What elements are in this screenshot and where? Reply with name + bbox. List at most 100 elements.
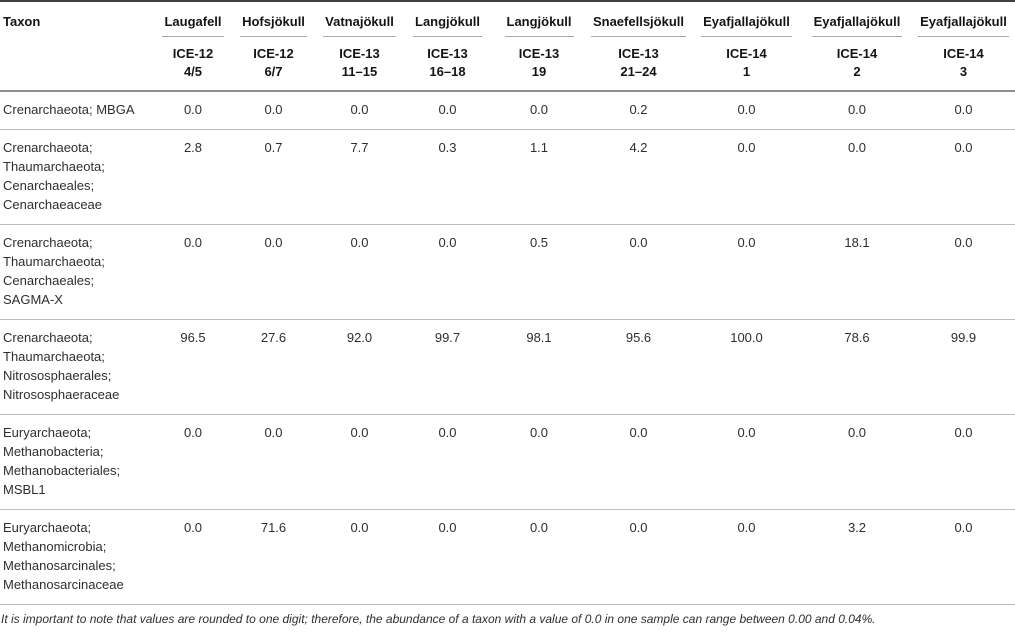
- table-row: Euryarchaeota; Methanobacteria; Methanob…: [0, 414, 1015, 510]
- sample-number: 2: [853, 64, 861, 79]
- site-name: Langjökull: [492, 14, 586, 37]
- value-cell: 0.0: [231, 224, 316, 320]
- sample-number: 3: [959, 64, 968, 79]
- site-name: Laugafell: [155, 14, 231, 37]
- table-row: Euryarchaeota; Methanomicrobia; Methanos…: [0, 509, 1015, 605]
- sample-number: 11–15: [341, 64, 378, 79]
- sample-number: 19: [531, 64, 547, 79]
- sample-number: 4/5: [183, 64, 203, 79]
- value-cell: 0.7: [231, 129, 316, 225]
- value-cell: 0.0: [912, 129, 1015, 225]
- column-header-taxon: Taxon: [0, 1, 155, 92]
- value-cell: 0.0: [586, 509, 691, 605]
- value-cell: 0.0: [155, 509, 231, 605]
- table-row: Crenarchaeota; Thaumarchaeota; Cenarchae…: [0, 129, 1015, 225]
- value-cell: 0.0: [403, 91, 492, 130]
- value-cell: 0.0: [691, 414, 802, 510]
- value-cell: 92.0: [316, 319, 403, 415]
- value-cell: 96.5: [155, 319, 231, 415]
- value-cell: 0.0: [691, 91, 802, 130]
- sample-id: ICE-14: [943, 46, 984, 61]
- value-cell: 0.2: [586, 91, 691, 130]
- value-cell: 0.0: [492, 91, 586, 130]
- value-cell: 0.0: [403, 509, 492, 605]
- sample-number: 21–24: [620, 64, 657, 79]
- sample-id: ICE-13: [339, 46, 380, 61]
- sample-id: ICE-13: [518, 46, 560, 61]
- value-cell: 0.0: [316, 91, 403, 130]
- value-cell: 0.0: [316, 509, 403, 605]
- taxon-cell: Euryarchaeota; Methanobacteria; Methanob…: [0, 414, 155, 510]
- value-cell: 0.0: [912, 509, 1015, 605]
- site-column-header: Snaefellsjökull ICE-13 21–24: [586, 1, 691, 92]
- table-row: Crenarchaeota; MBGA 0.0 0.0 0.0 0.0 0.0 0.2 0.0…: [0, 91, 1015, 130]
- abundance-table: Taxon Laugafell ICE-12 4/5 Hofsjökull ICE-12…: [0, 0, 1015, 605]
- value-cell: 0.0: [231, 414, 316, 510]
- value-cell: 0.0: [403, 224, 492, 320]
- value-cell: 0.0: [231, 91, 316, 130]
- table-row: Crenarchaeota; Thaumarchaeota; Cenarchae…: [0, 224, 1015, 320]
- sample-id: ICE-12: [172, 46, 214, 61]
- value-cell: 98.1: [492, 319, 586, 415]
- value-cell: 95.6: [586, 319, 691, 415]
- site-name: Vatnajökull: [316, 14, 403, 37]
- value-cell: 0.0: [912, 224, 1015, 320]
- value-cell: 0.0: [155, 414, 231, 510]
- value-cell: 18.1: [802, 224, 912, 320]
- value-cell: 78.6: [802, 319, 912, 415]
- sample-id: ICE-12: [253, 46, 294, 61]
- value-cell: 0.0: [691, 224, 802, 320]
- value-cell: 0.3: [403, 129, 492, 225]
- table-row: Crenarchaeota; Thaumarchaeota; Nitrososp…: [0, 319, 1015, 415]
- site-column-header: Eyafjallajökull ICE-14 3: [912, 1, 1015, 92]
- value-cell: 99.7: [403, 319, 492, 415]
- sample-id: ICE-13: [427, 46, 468, 61]
- site-name: Eyafjallajökull: [802, 14, 912, 37]
- value-cell: 0.0: [155, 224, 231, 320]
- site-column-header: Langjökull ICE-13 16–18: [403, 1, 492, 92]
- value-cell: 0.0: [492, 414, 586, 510]
- sample-number: 1: [742, 64, 751, 79]
- value-cell: 3.2: [802, 509, 912, 605]
- value-cell: 0.0: [912, 414, 1015, 510]
- value-cell: 1.1: [492, 129, 586, 225]
- value-cell: 0.0: [802, 129, 912, 225]
- sample-id: ICE-13: [618, 46, 659, 61]
- value-cell: 27.6: [231, 319, 316, 415]
- value-cell: 71.6: [231, 509, 316, 605]
- value-cell: 4.2: [586, 129, 691, 225]
- value-cell: 0.0: [912, 91, 1015, 130]
- table-footnote: It is important to note that values are …: [1, 612, 876, 626]
- value-cell: 0.0: [691, 129, 802, 225]
- site-column-header: Vatnajökull ICE-13 11–15: [316, 1, 403, 92]
- taxon-cell: Crenarchaeota; Thaumarchaeota; Cenarchae…: [0, 129, 155, 225]
- sample-number: 6/7: [264, 64, 283, 79]
- sample-id: ICE-14: [726, 46, 767, 61]
- value-cell: 0.0: [586, 414, 691, 510]
- taxon-cell: Euryarchaeota; Methanomicrobia; Methanos…: [0, 509, 155, 605]
- table-header-row: Taxon Laugafell ICE-12 4/5 Hofsjökull ICE-12…: [0, 1, 1015, 92]
- site-name: Hofsjökull: [231, 14, 316, 37]
- value-cell: 0.0: [802, 414, 912, 510]
- site-name: Langjökull: [403, 14, 492, 37]
- value-cell: 0.0: [403, 414, 492, 510]
- value-cell: 99.9: [912, 319, 1015, 415]
- site-column-header: Eyafjallajökull ICE-14 1: [691, 1, 802, 92]
- value-cell: 0.0: [155, 91, 231, 130]
- site-column-header: Hofsjökull ICE-12 6/7: [231, 1, 316, 92]
- sample-id: ICE-14: [836, 46, 878, 61]
- value-cell: 0.0: [691, 509, 802, 605]
- taxon-cell: Crenarchaeota; MBGA: [0, 91, 155, 130]
- site-name: Eyafjallajökull: [691, 14, 802, 37]
- value-cell: 2.8: [155, 129, 231, 225]
- sample-number: 16–18: [429, 64, 466, 79]
- site-column-header: Laugafell ICE-12 4/5: [155, 1, 231, 92]
- value-cell: 0.0: [316, 414, 403, 510]
- value-cell: 0.0: [492, 509, 586, 605]
- taxon-cell: Crenarchaeota; Thaumarchaeota; Cenarchae…: [0, 224, 155, 320]
- value-cell: 0.5: [492, 224, 586, 320]
- value-cell: 0.0: [586, 224, 691, 320]
- site-column-header: Eyafjallajökull ICE-14 2: [802, 1, 912, 92]
- site-column-header: Langjökull ICE-13 19: [492, 1, 586, 92]
